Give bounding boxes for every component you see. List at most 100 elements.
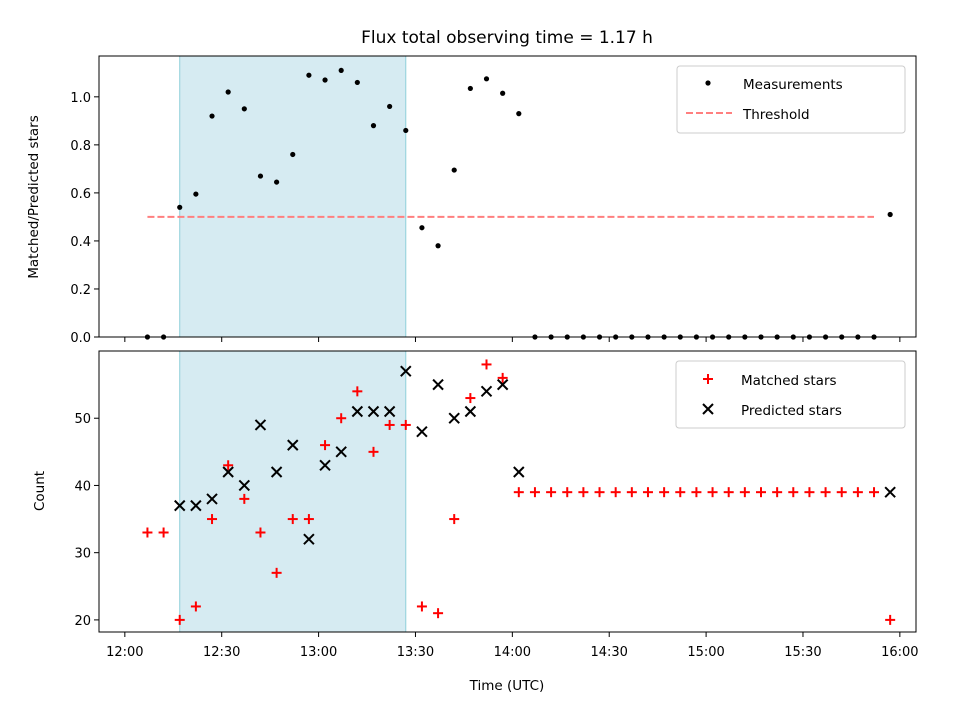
matched-stars-point: [384, 419, 395, 430]
matched-stars-point: [755, 487, 766, 498]
matched-stars-point: [174, 614, 185, 625]
bottom-y-axis-label: Count: [32, 471, 48, 511]
x-tick-label: 13:30: [397, 645, 434, 660]
predicted-stars-point: [383, 405, 396, 418]
x-axis-label: Time (UTC): [469, 678, 545, 694]
measurements-point: [467, 85, 473, 92]
matched-stars-point: [239, 493, 250, 504]
y-tick-label: 0.0: [70, 331, 91, 346]
matched-stars-point: [804, 487, 815, 498]
top-panel-matched-ratio: Flux total observing time = 1.17 h 0.0 0.…: [26, 28, 917, 346]
measurements-point: [451, 167, 457, 173]
measurements-point: [241, 106, 247, 112]
y-tick-label: 40: [74, 479, 91, 494]
matched-stars-point: [772, 487, 783, 498]
matched-stars-point: [788, 487, 799, 498]
legend-threshold-label: Threshold: [742, 107, 810, 123]
measurements-point: [370, 123, 377, 129]
bottom-legend-box: [675, 360, 906, 429]
predicted-stars-point: [319, 459, 331, 471]
measurements-point: [403, 127, 409, 134]
measurements-point: [887, 211, 893, 218]
matched-stars-point: [497, 372, 508, 383]
matched-stars-point: [223, 460, 234, 471]
matched-stars-point: [659, 487, 670, 498]
predicted-stars-point: [351, 405, 364, 418]
measurements-point: [290, 151, 296, 158]
legend-matched-marker: [703, 374, 713, 384]
matched-stars-point: [820, 487, 831, 498]
predicted-stars-point: [464, 405, 477, 418]
matched-stars-point: [869, 487, 880, 498]
matched-stars-point: [142, 527, 153, 538]
matched-stars-point: [303, 514, 314, 525]
y-tick-label: 0.2: [70, 283, 91, 298]
measurements-point: [419, 225, 425, 231]
legend-measurements-label: Measurements: [743, 77, 843, 93]
observing-window-band: [179, 55, 407, 338]
bottom-x-ticks: 12:00 12:30 13:00 13:30 14:00 14:30 15:00 15:30…: [106, 632, 919, 660]
matched-stars-point: [594, 487, 605, 498]
matched-stars-point: [852, 487, 863, 498]
matched-stars-point: [449, 514, 460, 525]
measurements-point: [322, 77, 328, 83]
y-tick-label: 30: [74, 547, 91, 562]
matched-stars-point: [707, 487, 718, 498]
matched-stars-point: [190, 601, 201, 612]
predicted-stars-point: [335, 446, 347, 458]
predicted-stars-point: [174, 499, 186, 512]
measurements-point: [274, 179, 280, 185]
predicted-stars-point: [238, 479, 251, 492]
matched-stars-point: [642, 487, 653, 498]
predicted-stars-point: [416, 425, 428, 438]
matched-stars-point: [836, 487, 847, 498]
y-tick-label: 0.6: [70, 187, 91, 202]
matched-stars-point: [287, 514, 298, 525]
matched-stars-point: [207, 514, 218, 525]
predicted-stars-point: [496, 378, 509, 391]
predicted-stars-point: [222, 466, 234, 478]
predicted-stars-point: [254, 419, 267, 431]
measurements-point: [225, 89, 231, 95]
matched-stars-point: [546, 487, 557, 498]
matched-stars-point: [529, 487, 540, 498]
legend-matched-label: Matched stars: [741, 373, 837, 389]
matched-stars-point: [255, 527, 266, 538]
bottom-y-ticks: 20 30 40 50: [74, 412, 99, 629]
matched-stars-point: [336, 413, 347, 424]
top-y-ticks: 0.0 0.2 0.4 0.6 0.8 1.0: [70, 91, 99, 346]
measurements-point: [306, 72, 312, 78]
predicted-stars-point: [270, 466, 283, 478]
matched-stars-point: [675, 487, 686, 498]
measurements-point: [209, 113, 215, 119]
bottom-observing-window: [179, 350, 407, 633]
matched-stars-point: [465, 393, 476, 404]
matched-stars-point: [739, 487, 750, 498]
legend-predicted-label: Predicted stars: [741, 403, 842, 419]
measurements-point: [435, 243, 441, 249]
y-tick-label: 1.0: [70, 91, 91, 106]
predicted-stars-point: [480, 385, 493, 398]
matched-stars-point: [368, 446, 379, 457]
top-legend-box: [676, 65, 906, 134]
measurements-point: [193, 191, 199, 197]
y-tick-label: 0.8: [70, 139, 91, 154]
top-legend: Measurements Threshold: [676, 65, 906, 134]
matched-stars-point: [433, 608, 444, 619]
top-x-ticks: [124, 337, 901, 342]
matched-stars-point: [513, 487, 524, 498]
matched-stars-point: [562, 487, 573, 498]
measurements-point: [483, 76, 490, 82]
measurements-point: [516, 111, 522, 117]
matched-stars-point: [158, 527, 169, 538]
matched-stars-point: [481, 359, 492, 370]
chart-title: Flux total observing time = 1.17 h: [361, 28, 653, 48]
top-y-axis-label: Matched/Predicted stars: [26, 115, 42, 278]
measurements-point: [257, 173, 264, 179]
matched-stars-point: [626, 487, 637, 498]
matched-stars-point: [271, 567, 282, 578]
predicted-stars-point: [303, 533, 315, 545]
predicted-stars-point: [206, 493, 218, 505]
legend-measurements-marker: [705, 80, 711, 86]
matched-stars-point: [885, 614, 896, 625]
